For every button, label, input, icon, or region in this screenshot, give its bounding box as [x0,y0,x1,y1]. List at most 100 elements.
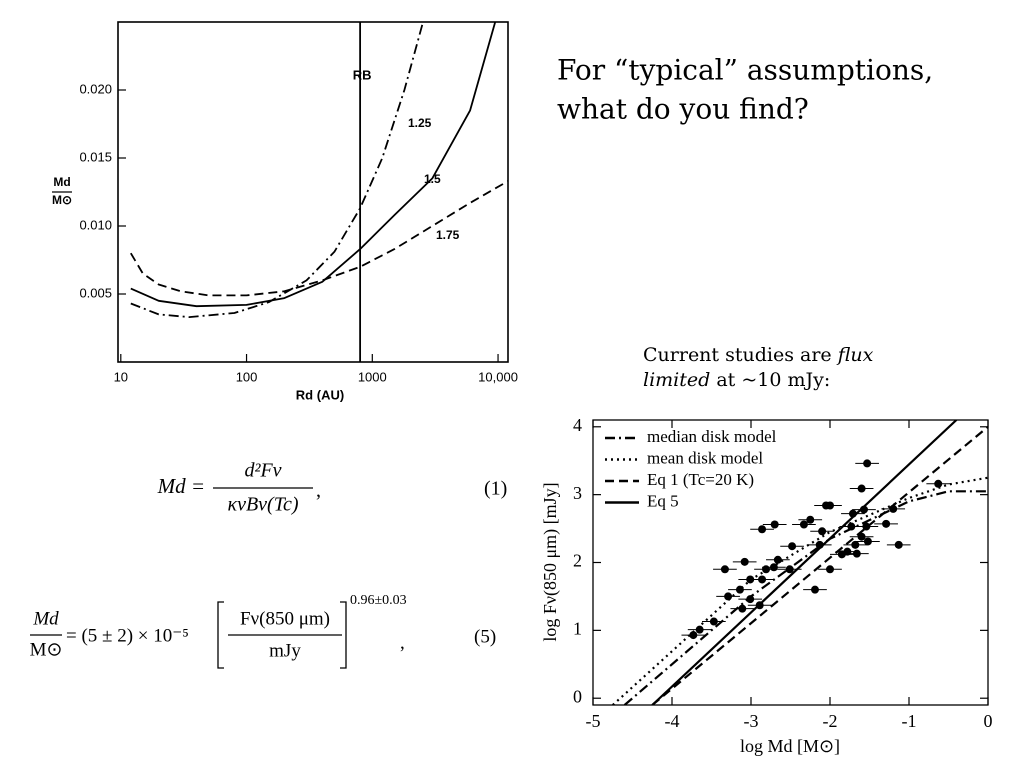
equation-denominator: κνBν(Tc) [227,494,298,516]
x-axis-label: log Md [M⊙] [740,736,840,756]
data-point [689,631,698,640]
equation-lhs: Md = [157,474,205,498]
equation-number: (1) [484,478,507,500]
data-point [785,565,794,574]
legend-label: median disk model [647,427,777,446]
data-point [755,601,764,610]
data-point [770,520,779,529]
data-point [762,565,771,574]
data-point [863,459,872,468]
series-line [130,24,424,318]
equation-numerator: Fν(850 μm) [240,608,330,629]
data-point [857,532,866,541]
data-point [738,604,747,613]
x-tick-label: -2 [823,711,838,731]
data-point [847,522,856,531]
equation-coefficient: = (5 ± 2) × 10⁻⁵ [66,625,189,646]
series-line [130,22,497,308]
data-point [837,550,846,559]
series-line [623,490,988,705]
data-point [799,520,808,529]
data-point [815,540,824,549]
x-tick-label: 10 [114,369,128,384]
curve-label: 1.75 [436,228,460,242]
equation-number: (5) [474,626,496,647]
data-point [826,501,834,510]
curve-label: 1.5 [424,172,441,186]
data-point [851,540,860,549]
x-axis-label: Rd (AU) [296,387,344,402]
data-point [769,563,778,572]
equation-lhs-numerator: Md [32,608,59,629]
caption-text: Current studies are [643,344,838,366]
y-tick-label: 0.020 [79,81,112,96]
data-point [746,575,755,584]
caption-text: at ~10 mJy: [710,369,830,391]
heading-line: For “typical” assumptions, [557,54,933,87]
y-tick-label: 0.015 [79,149,112,164]
data-point [857,484,866,493]
data-point [746,595,755,604]
data-point [882,519,891,528]
x-tick-label: -1 [902,711,917,731]
data-point [695,625,704,634]
y-axis-label: M⊙ [52,193,72,207]
data-point [889,504,898,513]
caption-emphasis: limited [643,369,710,391]
radius-label: RB [353,67,372,82]
x-tick-label: 1000 [358,369,387,384]
equation-numerator: d²Fν [244,460,281,482]
bracket [340,601,347,669]
plot-frame [117,21,509,363]
equation-exponent: 0.96±0.03 [350,593,407,608]
data-point [934,479,943,488]
flux-mass-chart: -5 -4 -3 -2 -1 0 0 1 2 3 4 median disk model mean di… [540,415,992,756]
data-point [859,505,868,514]
legend-label: Eq 5 [647,491,679,510]
x-tick-label: 0 [984,711,993,731]
series-line [651,425,988,705]
caption-line: Current studies are flux [643,344,874,366]
x-tick-label: -4 [665,711,680,731]
data-point [709,617,718,626]
data-point [862,522,871,531]
data-point [848,509,857,518]
data-point [773,555,782,564]
data-point [806,515,815,524]
curve-label: 1.25 [408,116,432,130]
x-tick-label: -3 [744,711,759,731]
mass-radius-chart: 10 100 1000 10,000 0.005 0.010 0.015 0.020 1.25 1… [52,21,518,402]
y-tick-label: 0.005 [79,285,112,300]
equation-lhs-denominator: M⊙ [30,639,63,660]
x-tick-label: -5 [586,711,601,731]
y-axis-label: Md [53,175,70,189]
legend-label: Eq 1 (Tc=20 K) [647,470,754,489]
x-tick-label: 10,000 [478,369,518,384]
y-axis-label: log Fν(850 μm) [mJy] [540,482,561,641]
caption-emphasis: flux [836,344,874,366]
y-tick-label: 4 [573,415,582,435]
x-tick-label: 100 [236,369,258,384]
y-tick-label: 1 [573,618,582,638]
data-point [852,549,861,558]
data-point [758,525,767,534]
data-point [863,537,872,546]
y-tick-label: 0.010 [79,217,112,232]
y-tick-label: 2 [573,551,582,571]
heading-line: what do you find? [557,93,809,126]
data-point [740,557,749,566]
series-line [651,420,958,705]
data-point [826,565,834,574]
data-point [894,540,903,549]
data-point [720,565,729,574]
series-line [130,180,508,297]
data-point [735,585,744,594]
equation-trail: , [400,632,405,653]
equation-denominator: mJy [269,640,301,661]
data-point [724,592,733,601]
y-tick-label: 0 [573,686,582,706]
data-point [818,527,827,536]
caption-line: limited at ~10 mJy: [643,369,830,391]
